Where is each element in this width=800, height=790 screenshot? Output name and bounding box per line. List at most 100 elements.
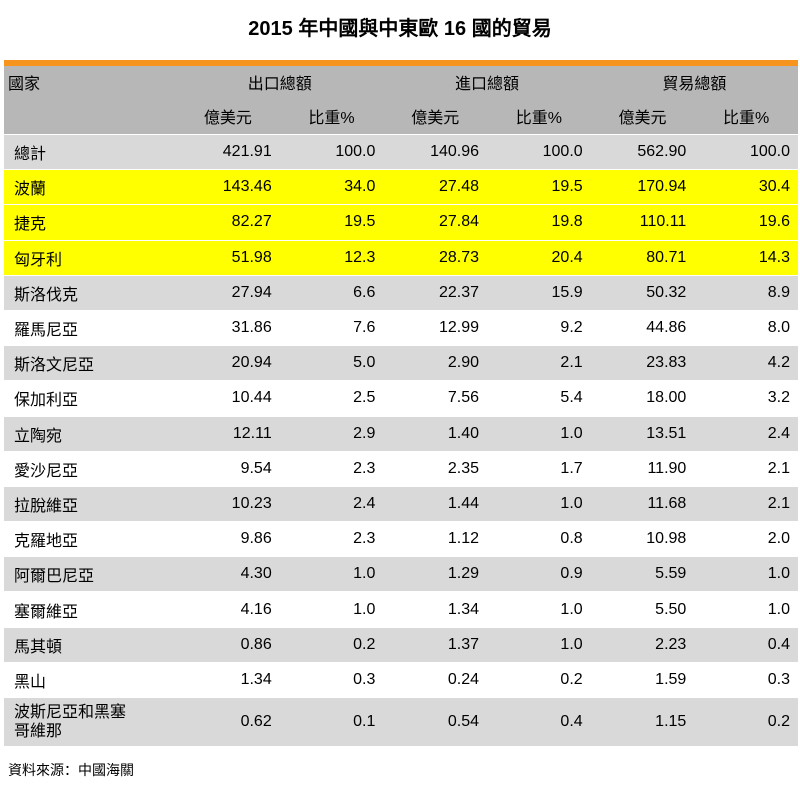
table-row: 克羅地亞 9.86 2.3 1.12 0.8 10.98 2.0 [4,521,798,557]
header-row-1: 國家 出口總額 進口總額 貿易總額 [4,66,798,98]
table-cell: 0.3 [279,661,384,698]
table-cell: 1.29 [383,556,488,592]
table-body: 總計 421.91 100.0 140.96 100.0 562.90 100.… [4,133,798,746]
table-cell: 1.34 [383,591,488,628]
header-country: 國家 [4,66,177,98]
table-cell: 1.0 [279,591,384,628]
table-cell: 11.90 [590,450,695,487]
table-cell: 80.71 [590,239,695,276]
table-cell: 14.3 [694,239,798,276]
table-cell: 1.0 [279,556,384,592]
table-cell: 0.9 [487,556,591,592]
total-cell: 100.0 [694,133,798,170]
country-name: 斯洛伐克 [4,274,177,311]
country-name: 立陶宛 [4,415,177,452]
country-name: 捷克 [4,204,177,241]
table-cell: 27.84 [383,204,488,241]
total-label: 總計 [4,133,177,170]
table-cell: 28.73 [383,239,488,276]
table-cell: 1.34 [176,661,280,698]
table-row: 愛沙尼亞 9.54 2.3 2.35 1.7 11.90 2.1 [4,450,798,487]
table-cell: 5.59 [590,556,695,592]
table-cell: 2.0 [694,521,798,557]
total-cell: 562.90 [590,133,695,170]
table-cell: 9.2 [487,309,591,346]
table-cell: 0.4 [694,626,798,663]
header-import-usd: 億美元 [383,98,488,135]
table-cell: 0.2 [694,697,798,746]
table-cell: 0.1 [279,697,384,746]
country-name: 拉脫維亞 [4,485,177,522]
country-name: 塞爾維亞 [4,591,177,628]
table-cell: 5.0 [279,345,384,381]
table-cell: 27.48 [383,169,488,205]
table-cell: 82.27 [176,204,280,241]
country-name: 斯洛文尼亞 [4,345,177,381]
table-cell: 12.99 [383,309,488,346]
table-cell: 30.4 [694,169,798,205]
table-row: 斯洛伐克 27.94 6.6 22.37 15.9 50.32 8.9 [4,274,798,311]
total-cell: 100.0 [487,133,591,170]
country-name: 馬其頓 [4,626,177,663]
total-cell: 100.0 [279,133,384,170]
table-row: 保加利亞 10.44 2.5 7.56 5.4 18.00 3.2 [4,380,798,416]
table-cell: 2.1 [694,450,798,487]
table-cell: 0.4 [487,697,591,746]
table-cell: 34.0 [279,169,384,205]
header-trade-share: 比重% [694,98,798,135]
trade-table: 國家 出口總額 進口總額 貿易總額 億美元 比重% 億美元 比重% 億美元 比重… [4,66,798,746]
header-row-2: 億美元 比重% 億美元 比重% 億美元 比重% [4,98,798,135]
total-row: 總計 421.91 100.0 140.96 100.0 562.90 100.… [4,133,798,170]
table-cell: 1.0 [487,415,591,452]
table-cell: 18.00 [590,380,695,416]
table-cell: 5.4 [487,380,591,416]
trade-table-container: 國家 出口總額 進口總額 貿易總額 億美元 比重% 億美元 比重% 億美元 比重… [4,60,798,746]
table-row: 斯洛文尼亞 20.94 5.0 2.90 2.1 23.83 4.2 [4,345,798,381]
table-cell: 0.54 [383,697,488,746]
table-cell: 11.68 [590,485,695,522]
table-cell: 1.40 [383,415,488,452]
country-name: 波蘭 [4,169,177,205]
table-cell: 0.8 [487,521,591,557]
table-cell: 44.86 [590,309,695,346]
table-cell: 3.2 [694,380,798,416]
header-export: 出口總額 [176,66,384,98]
table-cell: 1.0 [487,626,591,663]
table-cell: 2.1 [487,345,591,381]
country-name: 愛沙尼亞 [4,450,177,487]
total-cell: 140.96 [383,133,488,170]
table-cell: 8.0 [694,309,798,346]
header-import: 進口總額 [383,66,591,98]
table-cell: 20.4 [487,239,591,276]
table-cell: 2.35 [383,450,488,487]
table-row: 波斯尼亞和黑塞 哥維那 0.62 0.1 0.54 0.4 1.15 0.2 [4,697,798,746]
table-cell: 19.5 [487,169,591,205]
table-title: 2015 年中國與中東歐 16 國的貿易 [248,18,552,40]
table-cell: 1.12 [383,521,488,557]
table-cell: 2.23 [590,626,695,663]
table-cell: 13.51 [590,415,695,452]
table-cell: 10.23 [176,485,280,522]
table-cell: 6.6 [279,274,384,311]
table-cell: 2.90 [383,345,488,381]
table-row: 馬其頓 0.86 0.2 1.37 1.0 2.23 0.4 [4,626,798,663]
header-import-share: 比重% [487,98,591,135]
table-cell: 5.50 [590,591,695,628]
table-cell: 1.59 [590,661,695,698]
table-cell: 143.46 [176,169,280,205]
table-cell: 50.32 [590,274,695,311]
table-cell: 2.1 [694,485,798,522]
accent-bar [4,60,798,66]
table-cell: 10.98 [590,521,695,557]
table-cell: 1.0 [487,591,591,628]
table-cell: 22.37 [383,274,488,311]
source-note: 資料來源：中國海關 [8,762,134,778]
table-cell: 12.11 [176,415,280,452]
country-name: 阿爾巴尼亞 [4,556,177,592]
table-cell: 0.62 [176,697,280,746]
table-cell: 1.0 [694,591,798,628]
table-cell: 1.44 [383,485,488,522]
table-cell: 2.5 [279,380,384,416]
table-cell: 0.2 [279,626,384,663]
table-cell: 2.3 [279,521,384,557]
